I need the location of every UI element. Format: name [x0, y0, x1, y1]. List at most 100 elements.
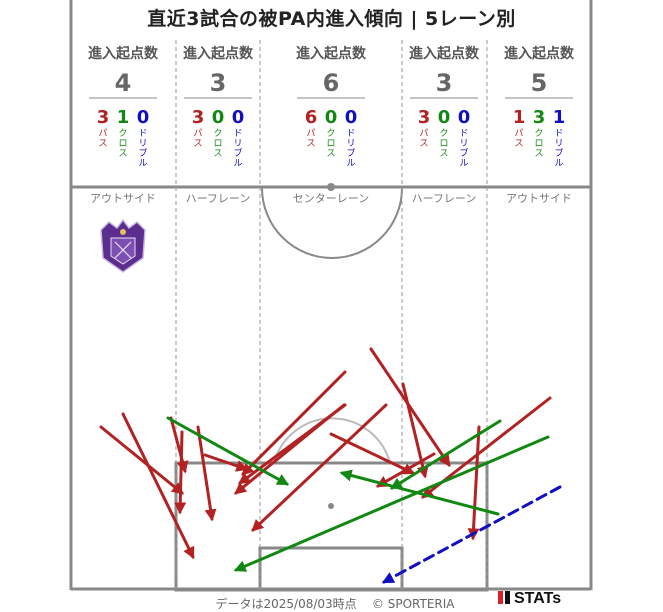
lane-total: 3	[210, 69, 227, 97]
lane-cross-label-char: ス	[118, 149, 127, 159]
lane-dribble-label-char: ド	[233, 129, 242, 139]
lane-cross-label-char: ク	[213, 128, 222, 139]
lane-stat-header: 進入起点数	[296, 45, 367, 62]
lane-pass-label-char: パ	[419, 128, 428, 139]
lane-name: アウトサイド	[90, 192, 156, 205]
lane-total: 4	[115, 69, 132, 97]
lane-dribble-label-char: ブ	[346, 147, 355, 159]
pass-arrow	[375, 452, 436, 488]
lane-cross-label-char: ロ	[213, 139, 222, 149]
pass-arrow	[329, 432, 416, 475]
lane-dribble-label-char: リ	[346, 139, 355, 149]
lane-pass-count: 3	[97, 107, 110, 128]
lane-name: センターレーン	[293, 192, 369, 205]
goal-area	[258, 546, 404, 592]
lane-cross-label-char: ロ	[439, 139, 448, 149]
lane-pass-label-char: パ	[98, 128, 107, 139]
lane-cross-label-char: ク	[326, 128, 335, 139]
dribble-arrow	[381, 485, 562, 584]
lane-pass-label-char: パ	[514, 128, 523, 139]
stats-logo-mark2-icon	[505, 591, 510, 604]
lane-pass-label-char: ス	[419, 139, 428, 149]
lane-cross-label-char: ク	[534, 128, 543, 139]
lane-pass-label-char: パ	[193, 128, 202, 139]
lane-dribble-label-char: ド	[459, 129, 468, 139]
lane-dribble-label-char: ル	[459, 159, 468, 169]
lane-dribble-label-char: ル	[138, 159, 147, 169]
centre-circle	[261, 187, 403, 259]
copyright-text: © SPORTERIA	[371, 597, 455, 611]
penalty-arc	[273, 417, 391, 464]
lane-pass-count: 3	[192, 107, 205, 128]
pass-arrow	[99, 425, 184, 495]
lane-cross-count: 1	[117, 107, 130, 128]
lane-cross-label-char: ス	[439, 149, 448, 159]
lane-dribble-label-char: リ	[233, 139, 242, 149]
pass-arrow	[251, 403, 388, 532]
chart-title: 直近3試合の被PA内進入傾向 | 5レーン別	[147, 8, 516, 30]
lane-cross-label-char: ス	[213, 149, 222, 159]
lane-stats: 進入起点数43パス1クロス0ドリブルアウトサイド進入起点数33パス0クロス0ドリ…	[88, 45, 575, 205]
lane-dribble-label-char: ル	[554, 159, 563, 169]
lane-cross-count: 0	[325, 107, 338, 128]
pass-arrow	[121, 412, 195, 560]
pass-arrow	[467, 425, 481, 541]
lane-dribble-count: 1	[553, 107, 566, 128]
lane-dribble-label-char: ブ	[459, 147, 468, 159]
lane-dribble-count: 0	[345, 107, 358, 128]
penalty-spot	[328, 503, 334, 509]
lane-dribble-label-char: ブ	[138, 147, 147, 159]
lane-name: ハーフレーン	[412, 192, 477, 205]
lane-dividers	[175, 40, 488, 589]
entry-arrows	[99, 347, 562, 584]
lane-dribble-label-char: ド	[554, 129, 563, 139]
lane-cross-label-char: ロ	[118, 139, 127, 149]
lane-dribble-label-char: リ	[138, 139, 147, 149]
lane-cross-label-char: ク	[439, 128, 448, 139]
lane-total: 3	[436, 69, 453, 97]
cross-arrow	[233, 435, 550, 572]
pass-arrow	[174, 430, 187, 515]
lane-dribble-label-char: ル	[233, 159, 242, 169]
lane-pass-label-char: パ	[306, 128, 315, 139]
pass-arrow	[241, 370, 347, 476]
lane-stat-header: 進入起点数	[183, 45, 254, 62]
lane-cross-count: 3	[533, 107, 546, 128]
lane-dribble-label-char: ブ	[233, 147, 242, 159]
lane-dribble-label-char: ド	[346, 129, 355, 139]
lane-dribble-count: 0	[232, 107, 245, 128]
lane-dribble-label-char: リ	[554, 139, 563, 149]
team-badge-icon	[100, 218, 146, 273]
lane-cross-label-char: ス	[534, 149, 543, 159]
lane-pass-count: 6	[305, 107, 318, 128]
lane-name: ハーフレーン	[186, 192, 251, 205]
lane-dribble-count: 0	[458, 107, 471, 128]
lane-stat-header: 進入起点数	[504, 45, 575, 62]
cross-arrow	[389, 419, 502, 490]
data-timestamp: データは2025/08/03時点	[215, 597, 357, 611]
stats-logo-text: STATs	[514, 590, 562, 607]
stats-logo: STATs	[498, 590, 561, 608]
lane-cross-label-char: ロ	[534, 139, 543, 149]
pass-arrow	[203, 453, 249, 472]
lane-cross-label-char: ス	[326, 149, 335, 159]
cross-arrow	[166, 416, 290, 486]
lane-stat-header: 進入起点数	[409, 45, 480, 62]
pass-arrow	[234, 403, 346, 495]
lane-total: 5	[531, 69, 548, 97]
lane-cross-label-char: ク	[118, 128, 127, 139]
lane-dribble-label-char: リ	[459, 139, 468, 149]
lane-dribble-count: 0	[137, 107, 150, 128]
lane-dribble-label-char: ド	[138, 129, 147, 139]
footer-credit: データは2025/08/03時点 © SPORTERIA	[200, 595, 470, 612]
lane-pass-count: 3	[418, 107, 431, 128]
lane-dribble-label-char: ブ	[554, 147, 563, 159]
lane-cross-count: 0	[438, 107, 451, 128]
lane-pass-label-char: ス	[306, 139, 315, 149]
lane-pass-label-char: ス	[193, 139, 202, 149]
